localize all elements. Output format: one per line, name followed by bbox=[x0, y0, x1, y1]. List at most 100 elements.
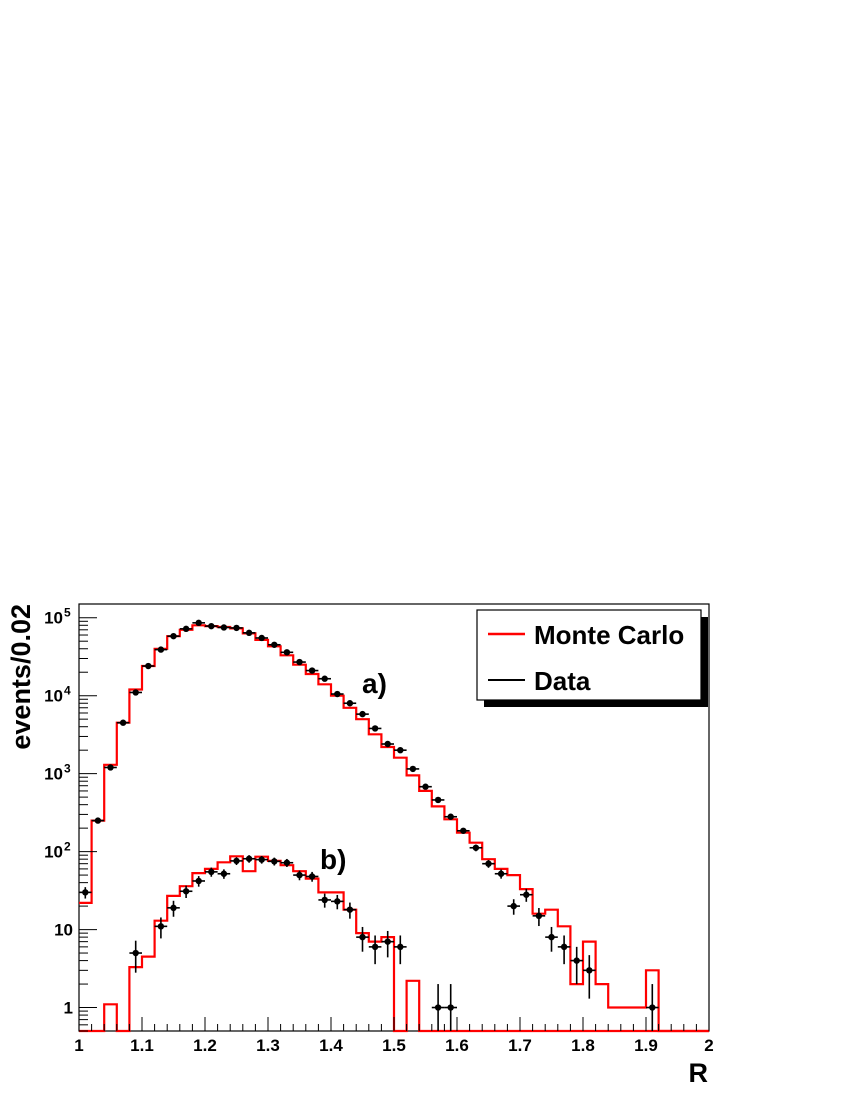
data-point-a bbox=[331, 690, 344, 698]
data-marker bbox=[258, 634, 265, 642]
data-point-a bbox=[356, 710, 369, 718]
data-point-b bbox=[343, 902, 357, 919]
mc-histogram-a bbox=[79, 624, 709, 1033]
y-axis-title: events/0.02 bbox=[6, 604, 36, 750]
data-marker bbox=[208, 622, 215, 630]
x-axis-ticks bbox=[78, 1017, 710, 1031]
data-point-a bbox=[280, 649, 294, 656]
data-marker bbox=[233, 624, 240, 632]
data-point-a bbox=[532, 908, 546, 927]
data-marker bbox=[371, 725, 379, 732]
data-marker bbox=[296, 658, 303, 666]
data-marker bbox=[182, 888, 190, 895]
data-point-a bbox=[444, 813, 457, 820]
data-marker bbox=[208, 868, 215, 876]
data-marker bbox=[182, 625, 190, 633]
data-marker bbox=[497, 870, 505, 877]
x-tick-label: 2 bbox=[704, 1036, 713, 1055]
data-point-b bbox=[293, 870, 306, 881]
data-marker bbox=[271, 858, 278, 865]
data-marker bbox=[145, 662, 152, 670]
data-point-a bbox=[91, 817, 105, 824]
data-marker bbox=[334, 898, 341, 905]
y-tick-label: 10 bbox=[54, 921, 73, 940]
y-tick-label: 10 4 bbox=[44, 684, 71, 706]
data-point-a bbox=[507, 899, 520, 915]
y-tick-base: 10 bbox=[44, 609, 63, 628]
data-marker bbox=[157, 923, 165, 930]
data-point-a bbox=[520, 888, 533, 902]
data-marker bbox=[157, 646, 165, 653]
x-tick-label: 1.5 bbox=[382, 1036, 406, 1055]
y-axis-ticks bbox=[79, 617, 97, 1032]
data-marker bbox=[245, 855, 253, 862]
data-marker bbox=[548, 933, 555, 941]
x-tick-label: 1.7 bbox=[508, 1036, 532, 1055]
y-tick-label: 10 5 bbox=[44, 606, 71, 628]
data-point-a bbox=[381, 740, 394, 748]
x-axis-title: R bbox=[689, 1058, 709, 1088]
y-tick-base: 10 bbox=[44, 765, 63, 784]
y-tick-exponent: 3 bbox=[64, 762, 71, 776]
data-point-a bbox=[305, 667, 319, 674]
data-marker bbox=[422, 783, 429, 790]
x-tick-label: 1.3 bbox=[256, 1036, 280, 1055]
data-point-b bbox=[179, 885, 193, 899]
data-point-a bbox=[394, 746, 407, 754]
data-marker bbox=[119, 719, 127, 726]
data-marker bbox=[434, 1004, 442, 1011]
data-marker bbox=[397, 746, 404, 754]
data-marker bbox=[132, 949, 139, 957]
data-point-b bbox=[167, 900, 180, 917]
data-marker bbox=[346, 700, 354, 707]
y-tick-exponent: 4 bbox=[64, 684, 71, 698]
y-tick-exponent: 2 bbox=[64, 840, 71, 854]
data-point-a bbox=[179, 625, 193, 633]
data-point-b bbox=[268, 857, 281, 866]
data-point-b bbox=[217, 869, 231, 879]
data-point-a bbox=[217, 624, 231, 631]
data-marker bbox=[384, 740, 391, 748]
data-marker bbox=[220, 624, 228, 631]
data-marker bbox=[485, 860, 492, 867]
data-point-a bbox=[293, 658, 306, 666]
data-marker bbox=[510, 902, 517, 910]
y-tick-label: 10 3 bbox=[44, 762, 71, 784]
data-marker bbox=[409, 765, 417, 773]
data-marker bbox=[573, 957, 580, 964]
data-marker bbox=[321, 675, 328, 682]
data-point-a bbox=[167, 632, 180, 640]
data-marker bbox=[271, 641, 278, 648]
data-point-a bbox=[129, 689, 142, 696]
x-tick-label: 1.2 bbox=[193, 1036, 217, 1055]
data-point-b bbox=[356, 926, 369, 952]
data-marker bbox=[283, 649, 291, 656]
data-point-a bbox=[545, 926, 558, 952]
x-tick-label: 1 bbox=[74, 1036, 83, 1055]
data-marker bbox=[384, 938, 391, 945]
y-tick-label: 1 bbox=[64, 999, 73, 1018]
data-point-a bbox=[154, 646, 168, 653]
data-point-a bbox=[104, 764, 117, 771]
x-tick-label: 1.9 bbox=[634, 1036, 658, 1055]
y-tick-base: 10 bbox=[44, 687, 63, 706]
annotation-a: a) bbox=[362, 668, 387, 699]
data-point-a bbox=[570, 946, 583, 985]
data-marker bbox=[170, 632, 177, 640]
mc-histogram-b bbox=[79, 855, 709, 1033]
legend-data-label: Data bbox=[534, 666, 591, 696]
data-point-b bbox=[192, 876, 205, 887]
data-point-a bbox=[469, 844, 483, 852]
data-marker bbox=[346, 906, 354, 913]
data-point-b bbox=[444, 984, 457, 1031]
data-point-a bbox=[368, 725, 382, 732]
data-point-b bbox=[331, 894, 344, 910]
data-point-a bbox=[457, 827, 470, 834]
data-marker bbox=[195, 877, 202, 885]
x-tick-label: 1.8 bbox=[571, 1036, 595, 1055]
data-marker bbox=[94, 817, 102, 824]
data-point-a bbox=[242, 629, 256, 637]
data-marker bbox=[434, 796, 442, 804]
y-tick-base: 10 bbox=[54, 921, 73, 940]
